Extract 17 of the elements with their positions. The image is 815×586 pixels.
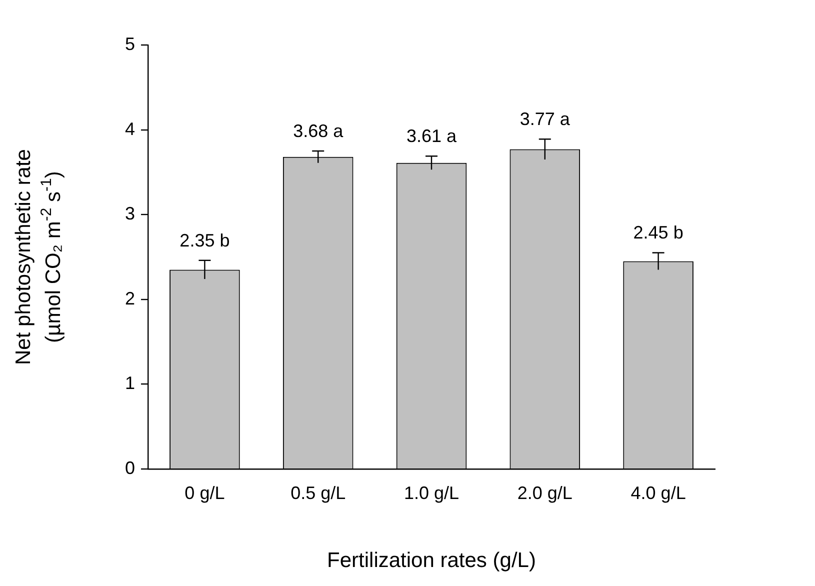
data-label: 2.45 b — [633, 222, 684, 243]
y-tick-label: 0 — [124, 458, 135, 478]
x-tick-label: 4.0 g/L — [630, 482, 686, 503]
x-tick-label: 0 g/L — [184, 482, 225, 503]
y-tick-label: 4 — [124, 118, 135, 139]
data-label: 3.61 a — [406, 126, 458, 146]
x-tick-label: 2.0 g/L — [517, 482, 572, 503]
data-label: 3.68 a — [293, 120, 344, 141]
y-tick-label: 3 — [124, 204, 135, 224]
data-label: 2.35 b — [180, 230, 230, 250]
x-tick-label: 0.5 g/L — [290, 482, 346, 503]
y-tick-label: 1 — [124, 373, 135, 394]
data-label: 3.77 a — [520, 109, 571, 130]
x-tick-label: 1.0 g/L — [404, 482, 460, 503]
y-tick-label: 2 — [124, 288, 135, 308]
x-axis-title: Fertilization rates (g/L) — [327, 549, 536, 572]
y-tick-label: 5 — [124, 34, 135, 54]
